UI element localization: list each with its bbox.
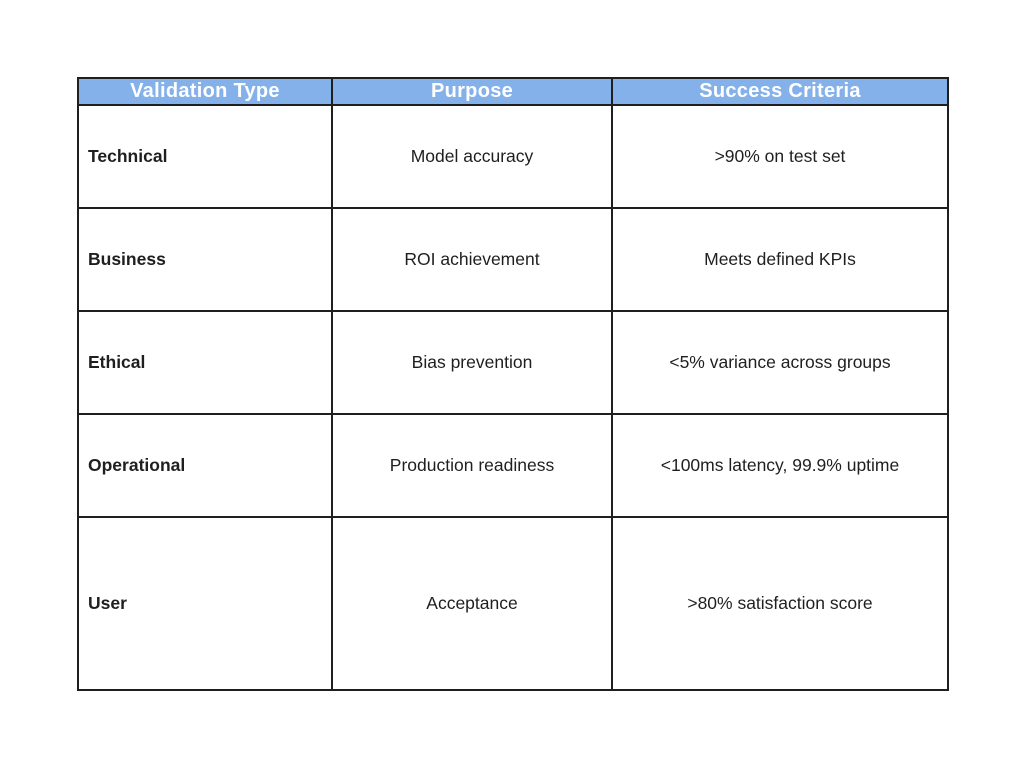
table-row-business: Business ROI achievement Meets defined K… [77, 207, 949, 312]
header-row: Validation Type Purpose Success Criteria [77, 77, 949, 106]
cell-ethical-purpose: Bias prevention [331, 310, 613, 415]
cell-operational-purpose: Production readiness [331, 413, 613, 518]
header-cell-validation-type: Validation Type [77, 77, 333, 106]
header-cell-purpose: Purpose [331, 77, 613, 106]
table-row-technical: Technical Model accuracy >90% on test se… [77, 104, 949, 209]
cell-business-purpose: ROI achievement [331, 207, 613, 312]
row-label-user: User [77, 516, 333, 691]
row-label-operational: Operational [77, 413, 333, 518]
cell-business-criteria: Meets defined KPIs [611, 207, 949, 312]
table-row-user: User Acceptance >80% satisfaction score [77, 516, 949, 691]
cell-user-criteria: >80% satisfaction score [611, 516, 949, 691]
validation-table: Validation Type Purpose Success Criteria… [77, 77, 949, 691]
cell-technical-purpose: Model accuracy [331, 104, 613, 209]
row-label-business: Business [77, 207, 333, 312]
cell-ethical-criteria: <5% variance across groups [611, 310, 949, 415]
table-row-ethical: Ethical Bias prevention <5% variance acr… [77, 310, 949, 415]
row-label-technical: Technical [77, 104, 333, 209]
cell-operational-criteria: <100ms latency, 99.9% uptime [611, 413, 949, 518]
cell-user-purpose: Acceptance [331, 516, 613, 691]
header-cell-success-criteria: Success Criteria [611, 77, 949, 106]
cell-technical-criteria: >90% on test set [611, 104, 949, 209]
table-row-operational: Operational Production readiness <100ms … [77, 413, 949, 518]
row-label-ethical: Ethical [77, 310, 333, 415]
